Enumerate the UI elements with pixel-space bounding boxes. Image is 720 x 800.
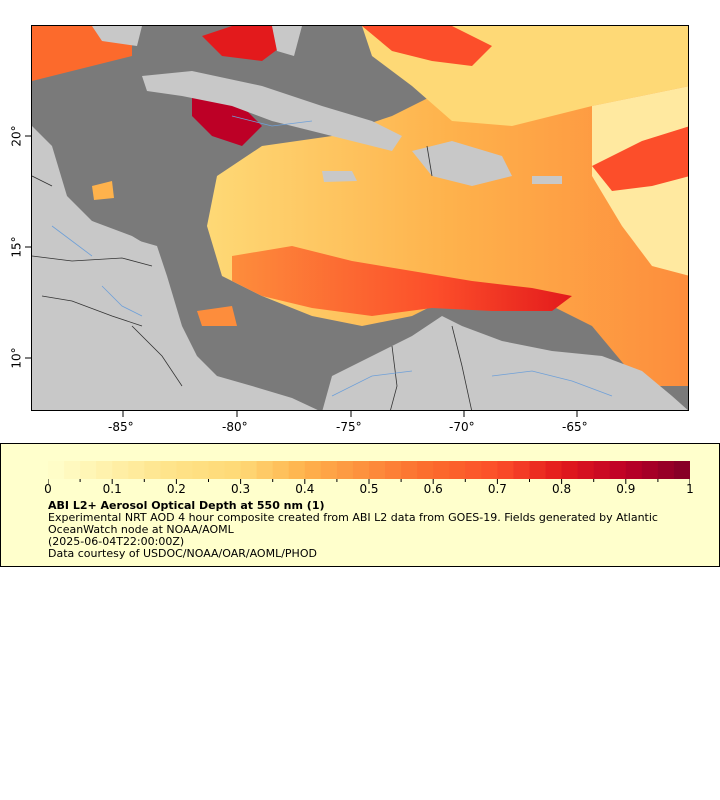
colorbar-segment (369, 461, 386, 479)
land-cuba (142, 71, 402, 151)
colorbar-segment (336, 461, 354, 479)
colorbar-segment (128, 461, 145, 479)
aod-nicaragua-patch (197, 306, 237, 326)
colorbar-label: 1 (686, 482, 694, 496)
colorbar-segment (577, 461, 595, 479)
colorbar (48, 461, 690, 484)
colorbar-segment (625, 461, 643, 479)
land-mexico-central-america (32, 126, 318, 410)
x-tick-label-80w: -80° (222, 420, 248, 434)
x-tick-label-75w: -75° (336, 420, 362, 434)
colorbar-segment (64, 461, 81, 479)
aod-high-band-east (592, 126, 688, 191)
colorbar-label: 0.9 (616, 482, 636, 496)
colorbar-segment (144, 461, 161, 479)
aod-florida-patch (202, 26, 282, 61)
colorbar-label: 0.8 (552, 482, 572, 496)
y-tick-label-10n: 10° (9, 347, 24, 369)
land-bahamas (272, 26, 302, 56)
colorbar-segment (673, 461, 690, 479)
colorbar-segment (80, 461, 97, 479)
colorbar-label: 0 (44, 482, 52, 496)
legend-description: Experimental NRT AOD 4 hour composite cr… (48, 511, 658, 536)
colorbar-segment (272, 461, 290, 479)
y-tick-label-15n: 15° (9, 236, 24, 258)
colorbar-label: 0.6 (423, 482, 443, 496)
colorbar-label: 0.1 (102, 482, 122, 496)
aod-map-image (32, 26, 688, 410)
colorbar-segment (96, 461, 113, 479)
colorbar-label: 0.5 (359, 482, 379, 496)
colorbar-segment (208, 461, 226, 479)
legend-panel: 0 0.1 0.2 0.3 0.4 0.5 0.6 0.7 0.8 0.9 1 ABI L2+ Ae… (0, 443, 720, 567)
colorbar-segment (112, 461, 129, 479)
colorbar-label: 0.2 (166, 482, 186, 496)
land-yucatan (32, 221, 162, 281)
colorbar-segment (497, 461, 514, 479)
colorbar-label: 0.4 (295, 482, 315, 496)
colorbar-segment (449, 461, 466, 479)
colorbar-segment (352, 461, 370, 479)
colorbar-segment (657, 461, 675, 479)
x-tick-label-70w: -70° (449, 420, 475, 434)
colorbar-segment (385, 461, 402, 479)
colorbar-segment (176, 461, 193, 479)
legend-title: ABI L2+ Aerosol Optical Depth at 550 nm … (48, 499, 325, 512)
colorbar-segment (288, 461, 306, 479)
x-tick-label-85w: -85° (108, 420, 134, 434)
colorbar-segment (240, 461, 258, 479)
rivers (51, 115, 613, 397)
land-jamaica (322, 171, 357, 182)
colorbar-label: 0.7 (487, 482, 507, 496)
aod-gulf-patch (92, 181, 114, 200)
y-tick-label-20n: 20° (9, 125, 24, 147)
country-borders (32, 145, 472, 410)
colorbar-segment (401, 461, 418, 479)
colorbar-segment (224, 461, 242, 479)
colorbar-segment (561, 461, 579, 479)
colorbar-segment (593, 461, 611, 479)
aod-high-north (362, 26, 492, 66)
legend-credit: Data courtesy of USDOC/NOAA/OAR/AOML/PHO… (48, 547, 317, 560)
colorbar-segment (433, 461, 450, 479)
colorbar-segment (529, 461, 547, 479)
colorbar-segment (304, 461, 322, 479)
legend-text-block: ABI L2+ Aerosol Optical Depth at 550 nm … (48, 500, 688, 560)
land-puerto-rico (532, 176, 562, 184)
aod-high-band-caribbean (232, 246, 572, 316)
colorbar-segment (465, 461, 482, 479)
colorbar-segment (545, 461, 563, 479)
colorbar-segment (641, 461, 659, 479)
x-tick-label-65w: -65° (562, 420, 588, 434)
colorbar-segment (160, 461, 177, 479)
colorbar-segment (609, 461, 627, 479)
land-south-america (322, 316, 688, 410)
colorbar-segment (417, 461, 434, 479)
colorbar-segment (48, 461, 65, 479)
map-area[interactable] (31, 25, 689, 411)
colorbar-label: 0.3 (231, 482, 251, 496)
colorbar-segment (513, 461, 530, 479)
legend-time: (2025-06-04T22:00:00Z) (48, 535, 185, 548)
colorbar-segment (256, 461, 274, 479)
colorbar-segment (481, 461, 498, 479)
land-florida (92, 26, 142, 46)
colorbar-segment (320, 461, 338, 479)
land-hispaniola (412, 141, 512, 186)
colorbar-segment (192, 461, 209, 479)
